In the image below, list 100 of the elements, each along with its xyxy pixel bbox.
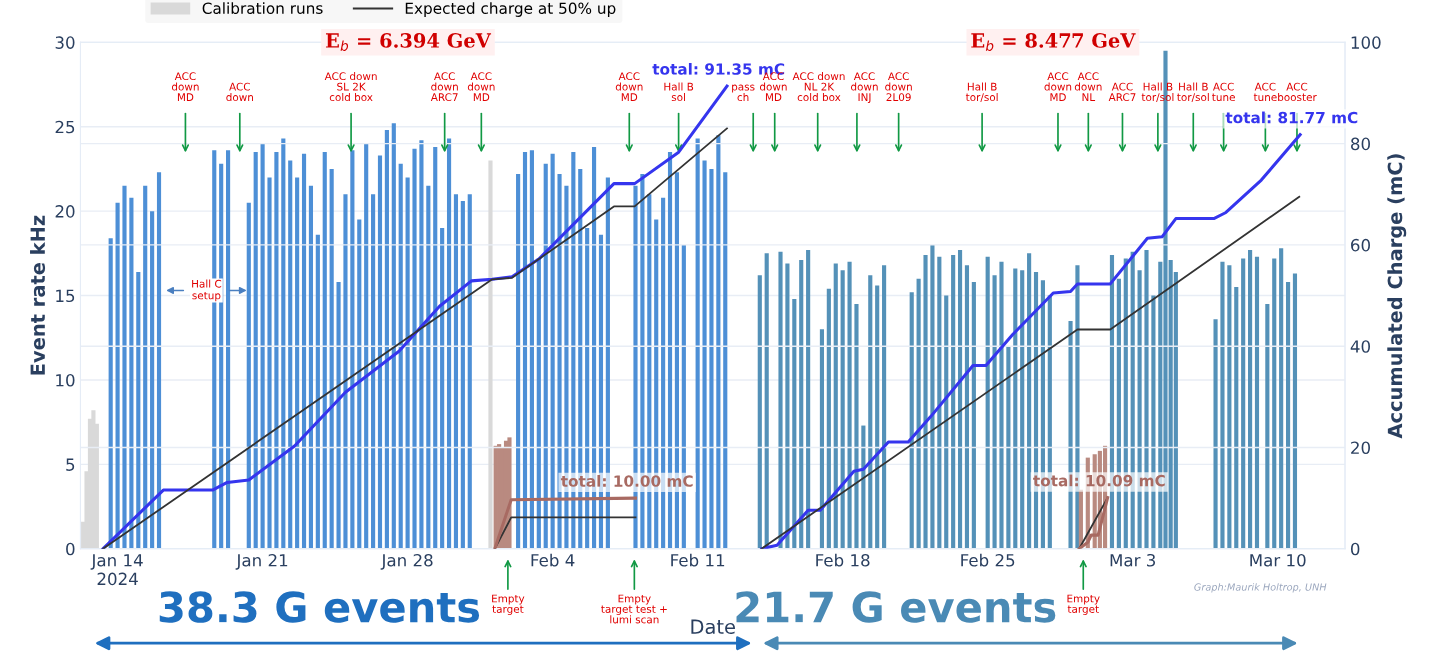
bar: [557, 174, 562, 549]
y-tick-label: 20: [55, 205, 75, 218]
x-tick-label: Feb 18: [816, 553, 870, 567]
bar: [1006, 346, 1011, 549]
y-tick-label: 5: [66, 458, 75, 471]
x-tick-label: Feb 4: [531, 553, 575, 567]
bar: [916, 278, 921, 549]
bar: [550, 153, 555, 549]
text: 21.7 G events: [736, 591, 1056, 623]
bar: [1220, 261, 1225, 549]
bar: [971, 282, 976, 549]
bar: [336, 282, 341, 549]
y-tick-label: 10: [56, 373, 75, 387]
bar: [391, 123, 396, 549]
y2-tick-label: 0: [1350, 542, 1360, 556]
bar: [868, 275, 873, 549]
annotation: ACC down: [226, 82, 253, 102]
bar: [460, 201, 465, 549]
bar: [129, 197, 134, 549]
bar: [1292, 273, 1298, 549]
bar: [1013, 268, 1018, 549]
annotation: Hall C setup: [192, 279, 222, 302]
x-tick-label: Jan 28: [380, 553, 433, 570]
bar: [115, 202, 120, 549]
text: Graph:Maurik Holtrop, UNH: [1194, 583, 1327, 593]
bar: [412, 148, 417, 549]
bar: [1213, 319, 1218, 549]
legend-label: Calibration runs: [202, 2, 323, 14]
bar: [281, 138, 286, 549]
bar: [522, 152, 528, 549]
bar: [854, 304, 859, 549]
bar: [709, 168, 714, 549]
bar: [322, 152, 327, 549]
bar: [398, 163, 403, 549]
bar: [826, 288, 831, 549]
bar: [156, 172, 162, 549]
annotation: ACC tune: [1253, 82, 1277, 102]
annotation: ACC tune: [1212, 82, 1235, 102]
annotation: ACC down MD: [1044, 72, 1072, 101]
annotation: E$_{b}$ = 8.477 GeV: [971, 33, 1136, 51]
annotation: ACC down MD: [467, 72, 495, 101]
bar: [343, 194, 348, 549]
bar: [543, 163, 548, 549]
bar: [661, 197, 666, 549]
bar: [764, 253, 769, 549]
annotation: ACC down MD: [171, 72, 199, 101]
text: Empty target: [1067, 594, 1100, 615]
text: Empty target test + lumi scan: [601, 594, 667, 624]
bar: [833, 263, 838, 549]
x-tick-label: Mar 3: [1110, 553, 1156, 567]
bar: [260, 143, 265, 549]
bar: [875, 285, 880, 549]
bar: [295, 177, 300, 549]
bar: [350, 150, 355, 549]
text: 38.3 G events: [159, 591, 480, 623]
annotation: ACC down SL 2K cold box: [324, 72, 377, 102]
bar: [1265, 304, 1270, 549]
bar: [930, 244, 935, 549]
bar: [384, 130, 389, 549]
bar: [695, 138, 700, 549]
y-tick-label: 15: [56, 289, 75, 303]
data-label: total: 81.77 mC: [1225, 111, 1358, 124]
x-tick-label: Jan 14 2024: [90, 554, 143, 586]
y-tick-label: 0: [66, 542, 75, 556]
bar: [882, 265, 887, 549]
legend-label: Expected charge at 50% up: [405, 2, 616, 17]
y2-tick-label: 40: [1350, 340, 1370, 353]
annotation: ACC down MD: [615, 72, 643, 101]
text: Empty target: [492, 594, 525, 615]
bar: [951, 255, 956, 549]
bar: [267, 177, 272, 549]
x-tick-label: Feb 25: [961, 553, 1015, 567]
x-tick-label: Mar 10: [1250, 553, 1306, 567]
y-axis-title: Event rate kHz: [30, 215, 46, 375]
y2-tick-label: 20: [1351, 441, 1370, 455]
bar: [799, 260, 804, 549]
y2-tick-label: 100: [1351, 36, 1381, 49]
bar: [446, 138, 452, 549]
bar: [778, 251, 783, 549]
annotation: ACC booster: [1278, 82, 1317, 102]
y2-axis-title: Accumulated Charge (mC): [1387, 154, 1407, 439]
bar: [1272, 258, 1277, 549]
bar: [937, 256, 942, 549]
bar: [274, 152, 279, 549]
annotation: ACC down ARC7: [430, 72, 458, 102]
bar: [944, 295, 949, 549]
annotation: Hall B tor/sol: [1177, 82, 1209, 102]
bar: [529, 150, 534, 549]
annotation: ACC ARC7: [1108, 82, 1136, 102]
bar: [246, 202, 251, 549]
bar: [122, 185, 127, 549]
bar: [377, 155, 383, 549]
y2-tick-label: 80: [1351, 137, 1370, 151]
bar: [226, 150, 231, 549]
annotation: ACC down NL 2K cold box: [792, 72, 845, 102]
bar: [1227, 265, 1232, 549]
bar: [1285, 282, 1291, 549]
bar: [440, 228, 445, 549]
bar: [716, 135, 721, 549]
x-tick-label: Jan 21: [235, 553, 288, 570]
